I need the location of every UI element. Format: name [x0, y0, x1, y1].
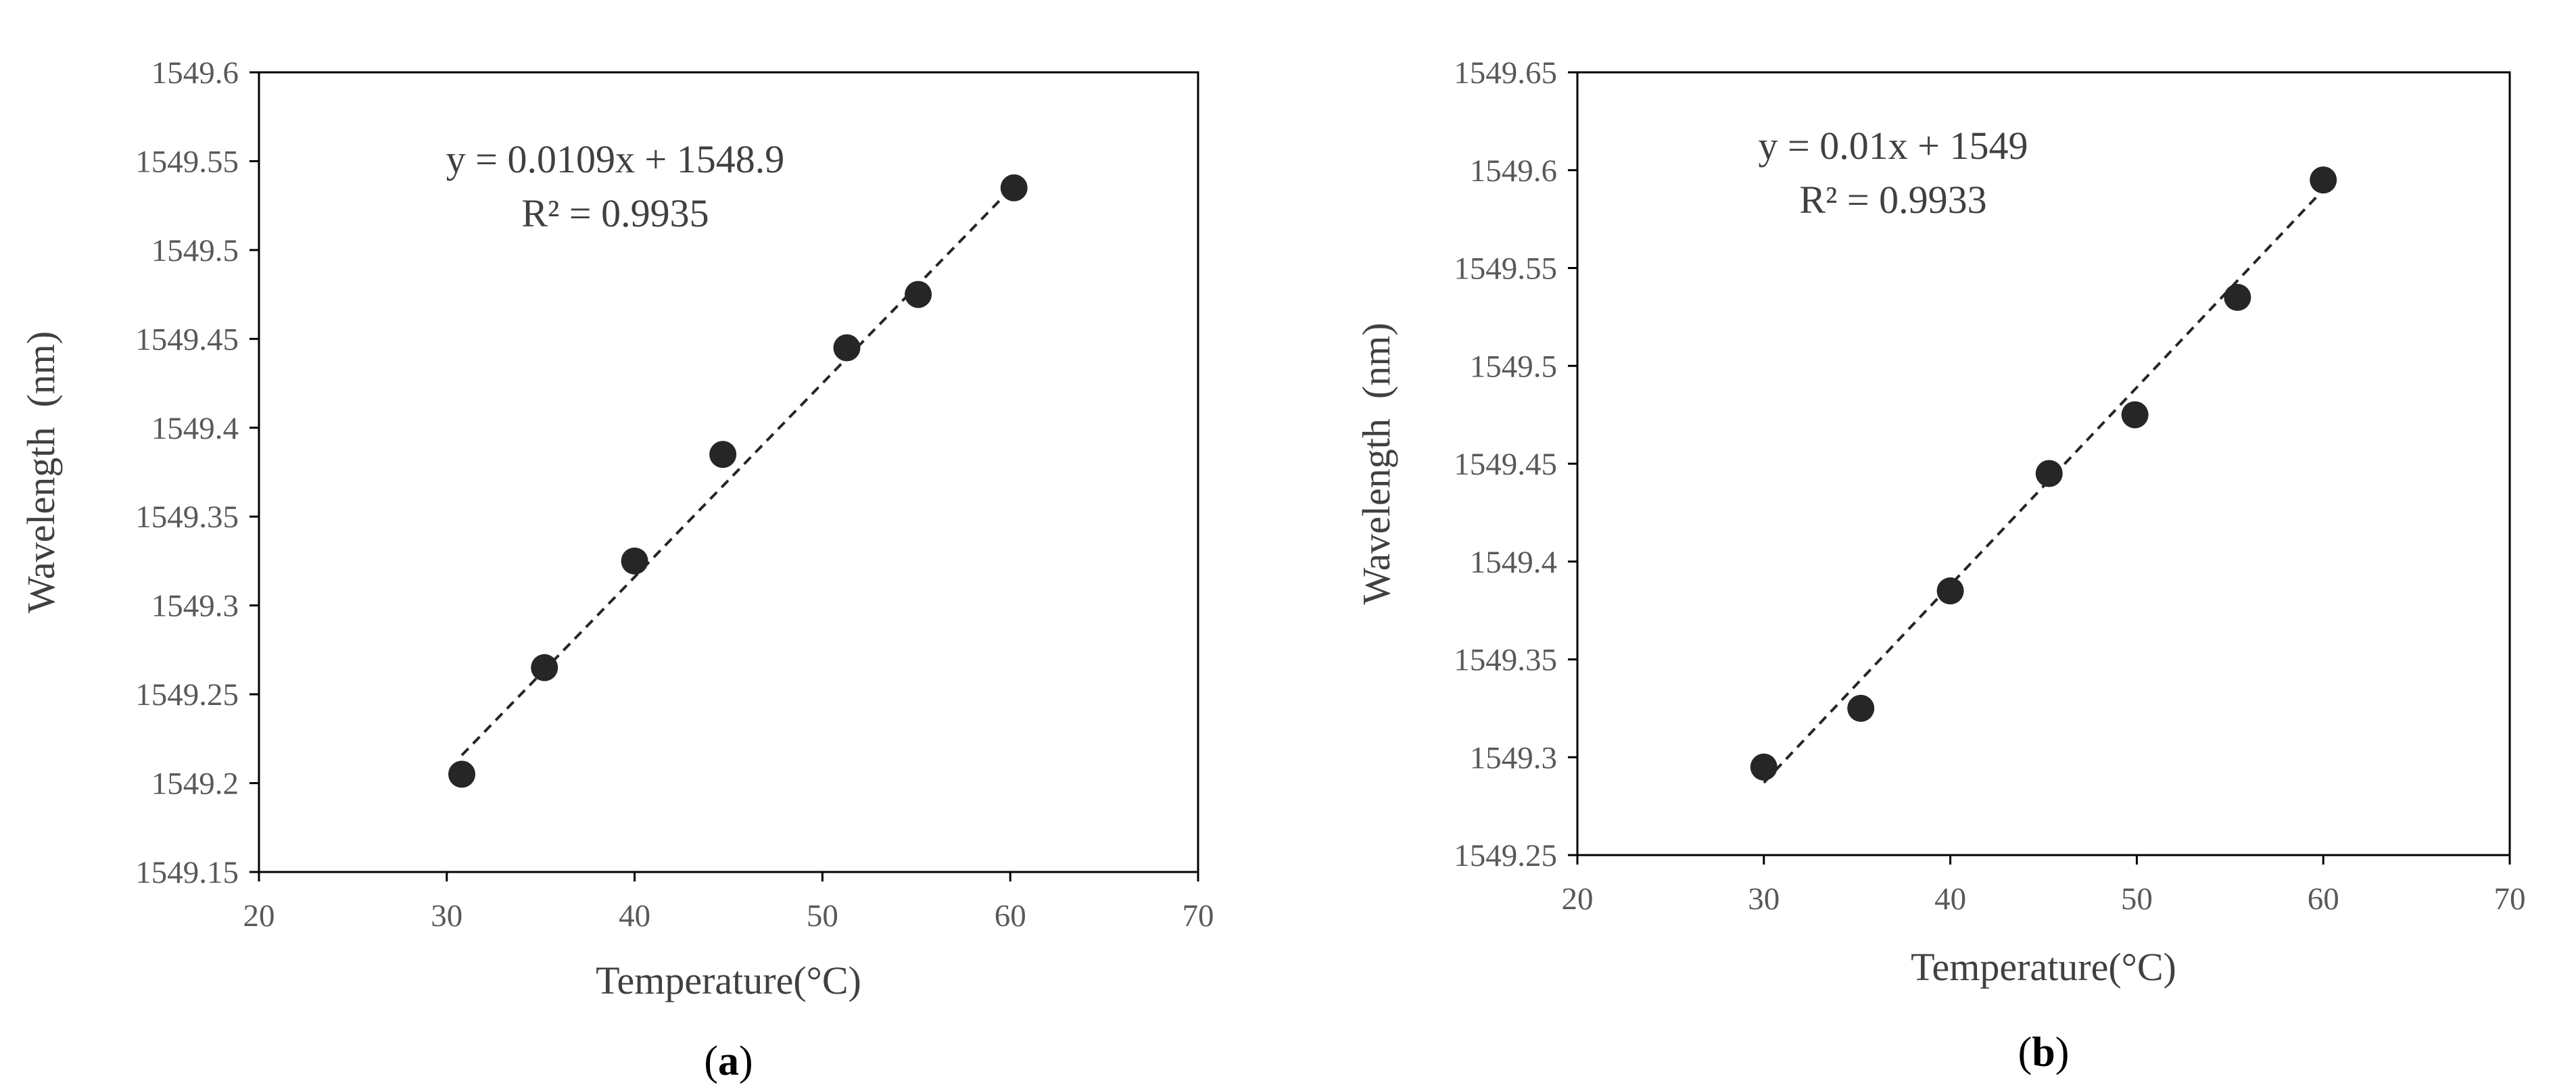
- y-tick-label: 1549.5: [1470, 349, 1557, 384]
- trendline-equation: y = 0.01x + 1549: [1759, 124, 2028, 168]
- plot-frame: [258, 71, 1199, 873]
- data-point: [1750, 753, 1778, 781]
- y-tick-label: 1549.55: [1454, 251, 1557, 287]
- x-tick-label: 70: [1183, 898, 1214, 934]
- y-tick-label: 1549.45: [1454, 447, 1557, 482]
- x-tick-label: 50: [2121, 881, 2153, 917]
- y-tick-label: 1549.4: [151, 411, 239, 446]
- data-point: [448, 760, 476, 788]
- data-point: [2310, 166, 2337, 194]
- x-tick-label: 40: [619, 898, 650, 934]
- trendline: [1763, 189, 2324, 784]
- panel-label-letter: b: [2032, 1029, 2055, 1075]
- panel-label: (b): [2018, 1029, 2070, 1075]
- x-axis-title: Temperature(°C): [596, 959, 861, 1002]
- x-tick-label: 60: [2308, 881, 2339, 917]
- y-tick-label: 1549.15: [135, 855, 239, 890]
- y-tick-label: 1549.5: [151, 233, 239, 268]
- data-point: [2224, 283, 2251, 311]
- data-point: [531, 654, 558, 681]
- x-tick-label: 30: [431, 898, 462, 934]
- data-point: [2121, 401, 2149, 429]
- x-axis-title: Temperature(°C): [1911, 945, 2176, 989]
- data-point: [1000, 174, 1028, 201]
- y-tick-label: 1549.25: [135, 677, 239, 712]
- x-tick-label: 20: [243, 898, 275, 934]
- y-tick-label: 1549.3: [1470, 740, 1557, 775]
- chart-panel-b: 1549.25 1549.3 1549.35 1549.4 1549.45 1549.5 1…: [1354, 55, 2526, 1075]
- data-point: [905, 281, 932, 308]
- panel-label-open-paren: (: [2018, 1029, 2032, 1075]
- r-squared-label: R² = 0.9933: [1799, 178, 1986, 222]
- data-point: [621, 547, 648, 575]
- chart-panel-a: 1549.15 1549.2 1549.25 1549.3 1549.35 1549.4 1…: [19, 55, 1214, 1084]
- data-point: [1847, 694, 1875, 722]
- data-point: [833, 334, 861, 362]
- y-tick-label: 1549.25: [1454, 838, 1557, 873]
- panel-label-close-paren: ): [739, 1038, 753, 1084]
- y-tick-label: 1549.55: [135, 144, 239, 179]
- y-tick-label: 1549.6: [151, 55, 239, 91]
- panel-label: (a): [704, 1038, 753, 1084]
- x-tick-label: 30: [1748, 881, 1780, 917]
- y-tick-label: 1549.6: [1470, 153, 1557, 189]
- data-point: [1936, 577, 1964, 605]
- panel-label-letter: a: [718, 1038, 739, 1084]
- y-axis-title: Wavelength (nm): [1354, 322, 1398, 604]
- y-tick-label: 1549.35: [1454, 643, 1557, 678]
- panel-label-close-paren: ): [2055, 1029, 2070, 1075]
- data-point: [2035, 460, 2063, 487]
- x-tick-label: 70: [2494, 881, 2526, 917]
- data-point: [709, 441, 737, 468]
- y-tick-label: 1549.2: [151, 767, 239, 802]
- r-squared-label: R² = 0.9935: [521, 191, 709, 235]
- y-tick-label: 1549.65: [1454, 55, 1557, 91]
- panel-label-open-paren: (: [704, 1038, 718, 1084]
- y-tick-label: 1549.35: [135, 500, 239, 535]
- x-tick-label: 60: [995, 898, 1026, 934]
- trendline-equation: y = 0.0109x + 1548.9: [446, 137, 784, 181]
- y-axis-title: Wavelength (nm): [19, 331, 63, 613]
- y-tick-label: 1549.45: [135, 322, 239, 357]
- y-tick-label: 1549.4: [1470, 545, 1557, 580]
- x-tick-label: 20: [1562, 881, 1594, 917]
- x-tick-label: 40: [1934, 881, 1966, 917]
- x-tick-label: 50: [807, 898, 838, 934]
- y-tick-label: 1549.3: [151, 589, 239, 624]
